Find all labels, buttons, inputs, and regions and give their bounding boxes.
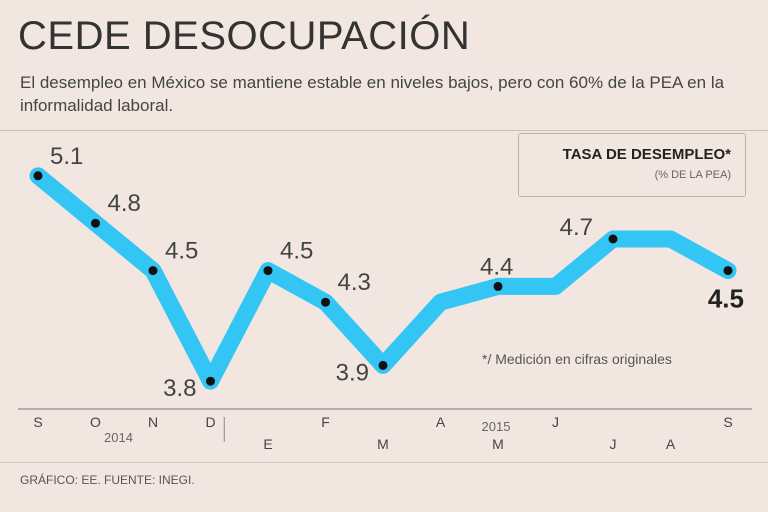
data-label-6: 3.9	[336, 359, 369, 386]
x-tick-3: D	[205, 414, 215, 430]
data-point-10	[608, 234, 618, 244]
data-label-2: 4.5	[165, 238, 198, 265]
legend-subtitle: (% DE LA PEA)	[654, 169, 731, 181]
x-tick-2: N	[148, 414, 158, 430]
chart-title: CEDE DESOCUPACIÓN	[18, 14, 471, 58]
x-tick-4: E	[263, 436, 272, 452]
data-point-12	[723, 266, 733, 276]
data-point-5	[321, 297, 330, 307]
data-label-1: 4.8	[108, 190, 141, 217]
data-label-8: 4.4	[480, 253, 513, 280]
line-chart: 5.1 4.8 4.5 3.8 4.5 4.3 3.9 4.4 4.7 4.5 S O N D E F M A M…	[18, 143, 752, 452]
x-tick-8: M	[492, 436, 504, 452]
data-label-10: 4.7	[560, 214, 593, 241]
footnote: */ Medición en cifras originales	[482, 351, 672, 367]
x-tick-5: F	[321, 414, 330, 430]
x-tick-1: O	[90, 414, 101, 430]
x-tick-7: A	[436, 414, 446, 430]
x-tick-0: S	[33, 414, 42, 430]
data-point-2	[148, 266, 158, 276]
source-credit: GRÁFICO: EE. FUENTE: INEGI.	[20, 473, 195, 487]
year-label-2014: 2014	[104, 430, 133, 445]
chart-subtitle: El desempleo en México se mantiene estab…	[20, 73, 725, 115]
data-point-4	[263, 266, 273, 276]
data-point-3	[206, 376, 215, 386]
data-point-6	[378, 360, 388, 370]
x-tick-9: J	[552, 414, 559, 430]
data-point-1	[91, 218, 100, 228]
data-label-5: 4.3	[338, 269, 371, 296]
legend-title: TASA DE DESEMPLEO*	[562, 146, 731, 163]
year-label-2015: 2015	[482, 419, 511, 434]
x-tick-12: S	[723, 414, 732, 430]
x-tick-6: M	[377, 436, 389, 452]
legend-box: TASA DE DESEMPLEO* (% DE LA PEA)	[518, 133, 746, 197]
data-label-4: 4.5	[280, 238, 313, 265]
x-tick-10: J	[610, 436, 617, 452]
data-label-0: 5.1	[50, 143, 83, 170]
data-point-0	[33, 171, 43, 181]
data-label-3: 3.8	[163, 375, 196, 402]
data-point-8	[493, 281, 503, 291]
top-divider	[0, 130, 768, 131]
data-label-12: 4.5	[708, 284, 744, 314]
x-tick-11: A	[666, 436, 676, 452]
bottom-divider	[0, 462, 768, 463]
